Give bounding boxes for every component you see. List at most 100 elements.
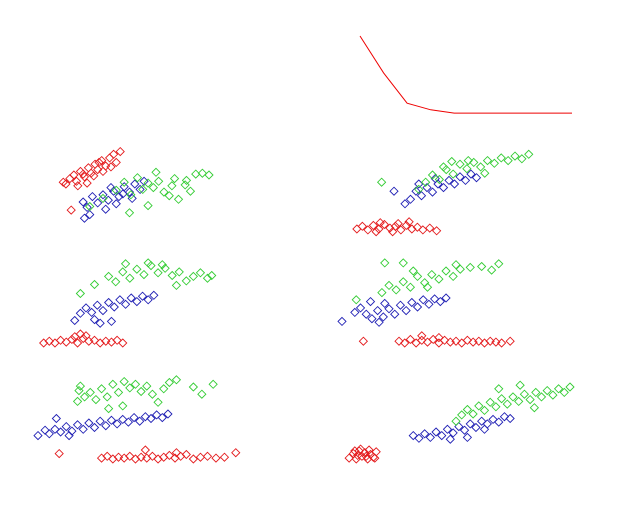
scatter-point <box>417 335 427 345</box>
scatter-point <box>441 164 451 175</box>
scatter-point <box>482 155 493 166</box>
scatter-point <box>510 151 520 161</box>
scatter-point <box>103 403 114 414</box>
scatter-point <box>124 208 135 218</box>
scatter-point <box>143 258 153 268</box>
scatter-point <box>137 291 148 301</box>
scatter-point <box>98 305 108 316</box>
series-series_a <box>344 444 381 464</box>
scatter-point <box>92 300 102 310</box>
scatter-point <box>380 298 390 309</box>
scatter-point <box>211 453 221 463</box>
scatter-point <box>367 314 377 324</box>
scatter-point <box>408 430 418 441</box>
scatter-point <box>425 223 435 233</box>
scatter-point <box>379 219 390 230</box>
scatter-point <box>195 268 206 278</box>
scatter-point <box>496 338 507 348</box>
scatter-point <box>411 186 421 196</box>
scatter-point <box>361 309 371 319</box>
scatter-point <box>54 448 64 459</box>
scatter-point <box>457 410 467 420</box>
scatter-point <box>125 273 135 283</box>
scatter-point <box>401 220 412 231</box>
scatter-point <box>197 389 207 399</box>
scatter-point <box>64 430 74 441</box>
scatter-point <box>106 162 116 172</box>
scatter-point <box>371 447 381 457</box>
scatter-point <box>171 280 182 291</box>
scatter-point <box>384 304 394 314</box>
scatter-point <box>353 450 363 461</box>
scatter-point <box>431 427 441 437</box>
scatter-point <box>180 180 190 190</box>
scatter-point <box>106 182 116 193</box>
scatter-point <box>437 430 447 441</box>
scatter-point <box>420 177 431 187</box>
scatter-point <box>377 287 387 298</box>
scatter-point <box>477 416 487 426</box>
scatter-point <box>553 384 564 394</box>
scatter-point <box>404 217 414 227</box>
scatter-point <box>401 305 411 316</box>
scatter-point <box>468 409 478 419</box>
scatter-point <box>102 392 112 402</box>
scatter-point <box>101 336 111 346</box>
scatter-point <box>448 271 458 282</box>
scatter-point <box>412 222 423 232</box>
scatter-point <box>181 449 191 460</box>
scatter-point <box>72 396 83 407</box>
scatter-point <box>438 162 449 172</box>
scatter-point <box>429 294 440 304</box>
scatter-point <box>160 263 170 273</box>
scatter-point <box>398 258 408 268</box>
scatter-point <box>81 303 91 313</box>
scatter-point <box>103 297 114 308</box>
scatter-point <box>471 422 481 433</box>
scatter-point <box>524 149 534 159</box>
scatter-point <box>451 336 461 346</box>
scatter-point <box>441 266 451 276</box>
scatter-point <box>118 414 128 425</box>
scatter-point <box>125 451 135 461</box>
scatter-point <box>479 424 490 434</box>
scatter-point <box>204 170 214 180</box>
scatter-point <box>167 270 177 281</box>
scatter-point <box>87 191 98 202</box>
scatter-point <box>465 419 475 429</box>
scatter-point <box>370 453 380 463</box>
scatter-point <box>380 258 390 268</box>
scatter-point <box>78 333 88 344</box>
scatter-point <box>350 446 360 456</box>
scatter-point <box>72 420 83 430</box>
scatter-point <box>51 413 61 424</box>
scatter-point <box>104 153 115 163</box>
scatter-point <box>72 338 83 348</box>
scatter-point <box>424 299 434 309</box>
scatter-point <box>119 376 129 387</box>
scatter-point <box>422 282 433 292</box>
scatter-point <box>188 382 199 392</box>
scatter-point <box>479 405 490 416</box>
scatter-point <box>132 173 143 183</box>
scatter-point <box>438 182 449 193</box>
scatter-point <box>414 433 424 443</box>
scatter-point <box>385 223 395 233</box>
scatter-point <box>485 336 495 346</box>
scatter-point <box>126 293 136 303</box>
scatter-point <box>208 379 218 389</box>
scatter-point <box>106 415 117 425</box>
scatter-point <box>529 403 540 413</box>
scatter-point <box>496 153 506 163</box>
scatter-point <box>508 392 518 402</box>
scatter-point <box>463 155 473 166</box>
scatter-point <box>361 451 371 461</box>
scatter-point <box>202 273 213 283</box>
series-series_a <box>358 331 515 348</box>
scatter-point <box>112 335 122 345</box>
scatter-point <box>431 226 442 236</box>
scatter-point <box>143 178 153 188</box>
scatter-point <box>111 199 121 209</box>
series-series_a <box>54 445 241 464</box>
